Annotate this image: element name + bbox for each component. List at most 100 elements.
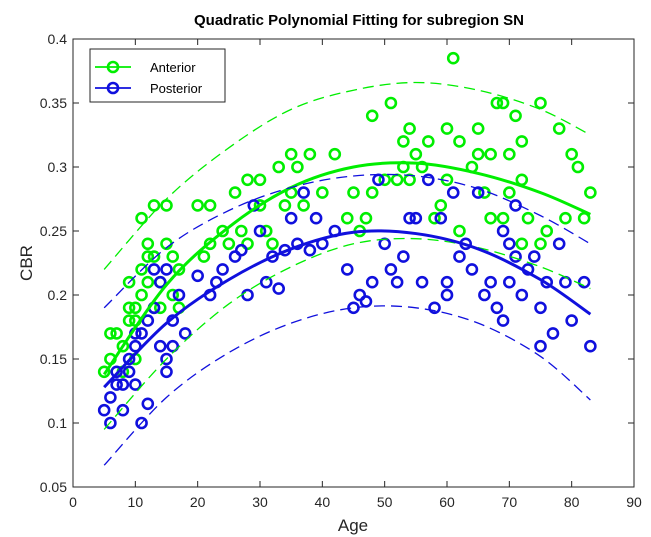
data-point-posterior: [484, 275, 497, 289]
data-point-posterior: [515, 288, 529, 302]
data-point-anterior: [135, 263, 148, 276]
data-point-anterior: [222, 237, 236, 251]
data-point-anterior: [503, 147, 516, 161]
data-point-anterior: [552, 122, 566, 135]
data-point-anterior: [534, 96, 547, 110]
data-point-anterior: [141, 275, 155, 289]
data-point-anterior: [166, 288, 180, 302]
data-point-anterior: [434, 199, 448, 212]
data-point-anterior: [147, 199, 161, 212]
data-point-posterior: [153, 339, 167, 353]
data-point-anterior: [129, 301, 142, 315]
data-point-posterior: [534, 339, 547, 353]
data-point-posterior: [390, 275, 404, 289]
data-point-anterior: [228, 186, 242, 199]
data-point-posterior: [434, 211, 448, 225]
axis-layer: 0 10 20 30 40 50 60 70 80 90 0.05 0.1 0.15 0.2 0.25 0.3…: [40, 31, 642, 510]
data-point-posterior: [97, 403, 111, 417]
x-axis-label: Age: [338, 516, 368, 535]
data-point-posterior: [266, 250, 279, 263]
data-point-posterior: [104, 391, 117, 404]
data-point-posterior: [478, 288, 491, 302]
data-point-posterior: [160, 263, 173, 276]
data-point-posterior: [577, 275, 591, 289]
data-point-posterior: [496, 314, 510, 327]
data-point-anterior: [153, 301, 167, 315]
data-point-posterior: [565, 314, 578, 327]
legend-marker-anterior: [106, 60, 120, 74]
plot-area: [73, 39, 634, 487]
data-point-anterior: [316, 186, 329, 199]
data-point-posterior: [259, 275, 273, 289]
data-point-anterior: [110, 327, 123, 340]
data-point-anterior: [484, 147, 497, 161]
data-point-posterior: [135, 327, 148, 340]
data-point-posterior: [534, 301, 547, 315]
x-tick-label: 80: [564, 494, 580, 510]
legend-label-posterior: Posterior: [150, 81, 203, 96]
data-point-posterior: [129, 339, 142, 353]
data-point-posterior: [440, 288, 454, 302]
data-point-anterior: [160, 199, 173, 212]
data-point-anterior: [147, 250, 161, 263]
data-point-anterior: [172, 263, 186, 276]
data-point-posterior: [509, 250, 522, 263]
data-point-anterior: [303, 147, 317, 161]
data-point-anterior: [359, 211, 373, 225]
y-tick-label: 0.05: [40, 479, 67, 495]
data-point-posterior: [104, 416, 117, 430]
data-point-anterior: [141, 237, 155, 251]
data-point-anterior: [122, 275, 136, 289]
x-tick-label: 10: [128, 494, 144, 510]
data-point-posterior: [415, 275, 429, 289]
data-point-posterior: [253, 224, 267, 238]
y-tick-label: 0.4: [48, 31, 68, 47]
data-point-posterior: [141, 397, 155, 411]
data-point-posterior: [503, 275, 516, 289]
data-point-anterior: [384, 96, 398, 110]
data-point-anterior: [503, 186, 516, 199]
data-point-anterior: [253, 173, 267, 187]
data-point-posterior: [122, 352, 136, 366]
data-point-posterior: [527, 250, 541, 263]
data-point-anterior: [471, 147, 485, 161]
upper-bound-line-posterior: [103, 173, 591, 309]
data-point-posterior: [384, 263, 398, 276]
data-point-anterior: [272, 160, 286, 174]
data-point-anterior: [122, 301, 136, 315]
y-tick-label: 0.1: [48, 415, 68, 431]
data-point-anterior: [496, 96, 510, 110]
data-point-posterior: [303, 243, 317, 257]
data-point-anterior: [216, 224, 229, 238]
data-point-posterior: [160, 352, 173, 366]
data-point-anterior: [515, 237, 529, 251]
data-point-posterior: [584, 339, 597, 353]
data-point-posterior: [153, 275, 167, 289]
data-point-posterior: [365, 275, 379, 289]
data-point-posterior: [421, 173, 435, 187]
x-tick-label: 0: [69, 494, 77, 510]
data-point-anterior: [291, 160, 304, 174]
data-point-posterior: [235, 243, 248, 257]
data-point-anterior: [278, 199, 292, 212]
data-point-anterior: [241, 237, 254, 251]
data-point-posterior: [110, 378, 123, 391]
data-point-anterior: [122, 314, 136, 327]
data-point-posterior: [116, 403, 130, 417]
lower-bound-line-anterior: [103, 237, 591, 430]
data-point-posterior: [465, 263, 479, 276]
data-point-anterior: [378, 173, 391, 187]
fit-line-posterior: [103, 229, 592, 389]
data-point-posterior: [191, 269, 204, 283]
x-tick-label: 30: [252, 494, 268, 510]
y-tick-label: 0.35: [40, 95, 67, 111]
data-point-anterior: [365, 186, 379, 199]
data-point-anterior: [203, 199, 217, 212]
data-point-anterior: [253, 199, 267, 212]
x-tick-label: 70: [502, 494, 518, 510]
data-point-anterior: [284, 147, 298, 161]
data-point-anterior: [365, 109, 379, 123]
data-point-posterior: [340, 263, 354, 276]
data-point-posterior: [403, 211, 416, 225]
data-point-posterior: [453, 250, 466, 263]
